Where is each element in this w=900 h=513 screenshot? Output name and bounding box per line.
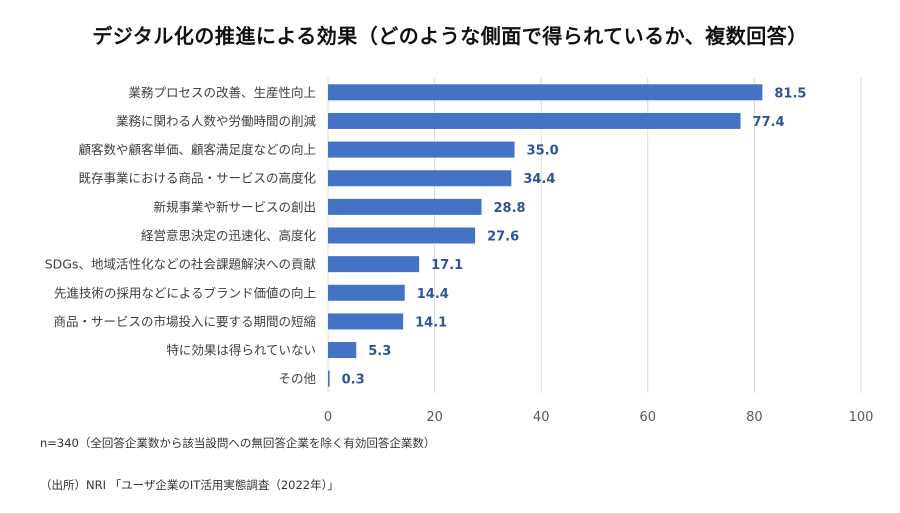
value-label: 14.1 — [415, 315, 447, 330]
bar — [328, 198, 482, 215]
value-label: 14.4 — [417, 287, 449, 302]
chart-title: デジタル化の推進による効果（どのような側面で得られているか、複数回答） — [92, 24, 808, 48]
category-label: 商品・サービスの市場投入に要する期間の短縮 — [53, 314, 316, 329]
x-tick-label: 0 — [324, 410, 332, 425]
category-label: 新規事業や新サービスの創出 — [153, 199, 316, 214]
sample-size-note: n=340（全回答企業数から該当設問への無回答企業を除く有効回答企業数） — [40, 436, 436, 450]
category-label: 顧客数や顧客単価、顧客満足度などの向上 — [78, 142, 316, 157]
value-label: 5.3 — [368, 344, 391, 359]
bars — [328, 84, 763, 387]
value-label: 81.5 — [774, 86, 806, 101]
category-label: 経営意思決定の迅速化、高度化 — [141, 228, 317, 243]
bar — [328, 112, 741, 129]
bar — [328, 256, 420, 273]
category-label: その他 — [278, 371, 316, 386]
x-tick-label: 40 — [533, 410, 550, 425]
category-label: SDGs、地域活性化などの社会課題解決への貢献 — [45, 257, 316, 272]
bar — [328, 313, 404, 330]
bar — [328, 170, 512, 187]
value-label: 17.1 — [431, 258, 463, 273]
value-label: 35.0 — [527, 144, 559, 159]
category-label: 業務に関わる人数や労働時間の削減 — [116, 113, 317, 128]
bar — [328, 141, 515, 158]
bar — [328, 370, 330, 387]
x-tick-label: 100 — [849, 410, 874, 425]
category-label: 特に効果は得られていない — [166, 343, 316, 358]
x-tick-labels: 0 20 40 60 80 100 — [324, 410, 874, 425]
bar — [328, 84, 763, 101]
bar — [328, 342, 357, 359]
value-label: 34.4 — [523, 172, 555, 187]
category-label: 既存事業における商品・サービスの高度化 — [78, 171, 316, 186]
value-labels: 81.5 77.4 35.0 34.4 28.8 27.6 17.1 14.4 14.1 5.30… — [342, 86, 807, 387]
category-labels: 業務プロセスの改善、生産性向上業務に関わる人数や労働時間の削減顧客数や顧客単価、… — [45, 85, 317, 386]
bar — [328, 284, 405, 301]
value-label: 28.8 — [494, 201, 526, 216]
value-label: 77.4 — [753, 115, 785, 130]
value-label: 27.6 — [487, 230, 519, 245]
category-label: 業務プロセスの改善、生産性向上 — [128, 85, 316, 100]
value-label: 0.3 — [342, 373, 365, 388]
x-tick-label: 80 — [746, 410, 763, 425]
source-note: （出所）NRI 「ユーザ企業のIT活用実態調査（2022年）」 — [40, 478, 339, 492]
bar — [328, 227, 476, 244]
x-tick-label: 60 — [640, 410, 657, 425]
x-tick-label: 20 — [426, 410, 443, 425]
category-label: 先進技術の採用などによるブランド価値の向上 — [54, 285, 316, 300]
